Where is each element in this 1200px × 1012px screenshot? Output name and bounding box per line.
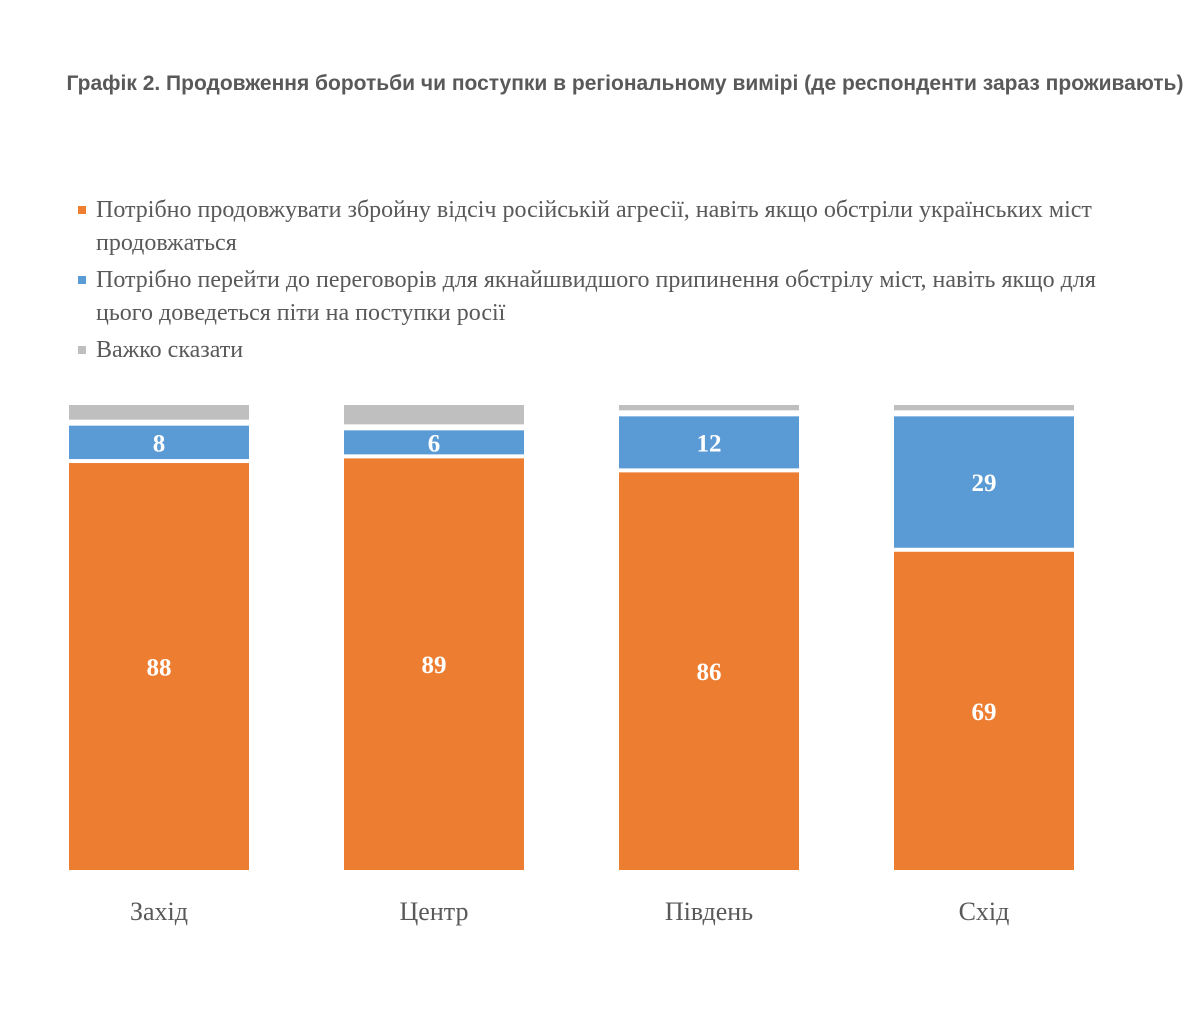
- legend-swatch-orange: [78, 206, 86, 214]
- data-label-1-4: 69: [972, 699, 997, 726]
- category-label-2: Центр: [400, 897, 469, 926]
- data-label-2-1: 8: [153, 430, 166, 457]
- bar-segment-2-2: [344, 430, 524, 455]
- bar-segment-2-4: [894, 416, 1074, 548]
- bar-segment-2-1: [69, 425, 249, 460]
- bar-segment-3-3: [619, 405, 799, 411]
- chart-title: Графік 2. Продовження боротьби чи поступ…: [66, 72, 1184, 95]
- bar-segment-2-3: [619, 416, 799, 469]
- bar-segment-1-1: [69, 463, 249, 870]
- legend-swatch-blue: [78, 276, 86, 284]
- data-label-1-1: 88: [147, 655, 172, 682]
- bar-segment-1-4: [894, 551, 1074, 870]
- bar-segment-1-2: [344, 458, 524, 870]
- data-label-1-3: 86: [697, 659, 722, 686]
- data-label-1-2: 89: [422, 652, 447, 679]
- legend-item-continue-fight: Потрібно продовжувати збройну відсіч рос…: [78, 194, 1138, 260]
- chart-legend: Потрібно продовжувати збройну відсіч рос…: [78, 194, 1138, 371]
- data-label-2-2: 6: [428, 430, 441, 457]
- legend-item-negotiations: Потрібно перейти до переговорів для якна…: [78, 264, 1138, 330]
- legend-label-hard-to-say: Важко сказати: [96, 337, 244, 363]
- bar-segment-1-3: [619, 472, 799, 870]
- bar-segment-3-4: [894, 405, 1074, 411]
- legend-item-hard-to-say: Важко сказати: [78, 334, 1138, 367]
- category-label-4: Схід: [959, 897, 1010, 926]
- bar-segment-3-2: [344, 405, 524, 425]
- legend-swatch-gray: [78, 346, 86, 354]
- legend-label-continue-fight: Потрібно продовжувати збройну відсіч рос…: [96, 197, 1092, 256]
- category-label-1: Захід: [130, 897, 188, 926]
- legend-label-negotiations: Потрібно перейти до переговорів для якна…: [96, 267, 1096, 326]
- category-label-3: Південь: [665, 897, 753, 926]
- bar-segment-3-1: [69, 405, 249, 420]
- data-label-2-4: 29: [972, 470, 997, 497]
- data-label-2-3: 12: [697, 430, 722, 457]
